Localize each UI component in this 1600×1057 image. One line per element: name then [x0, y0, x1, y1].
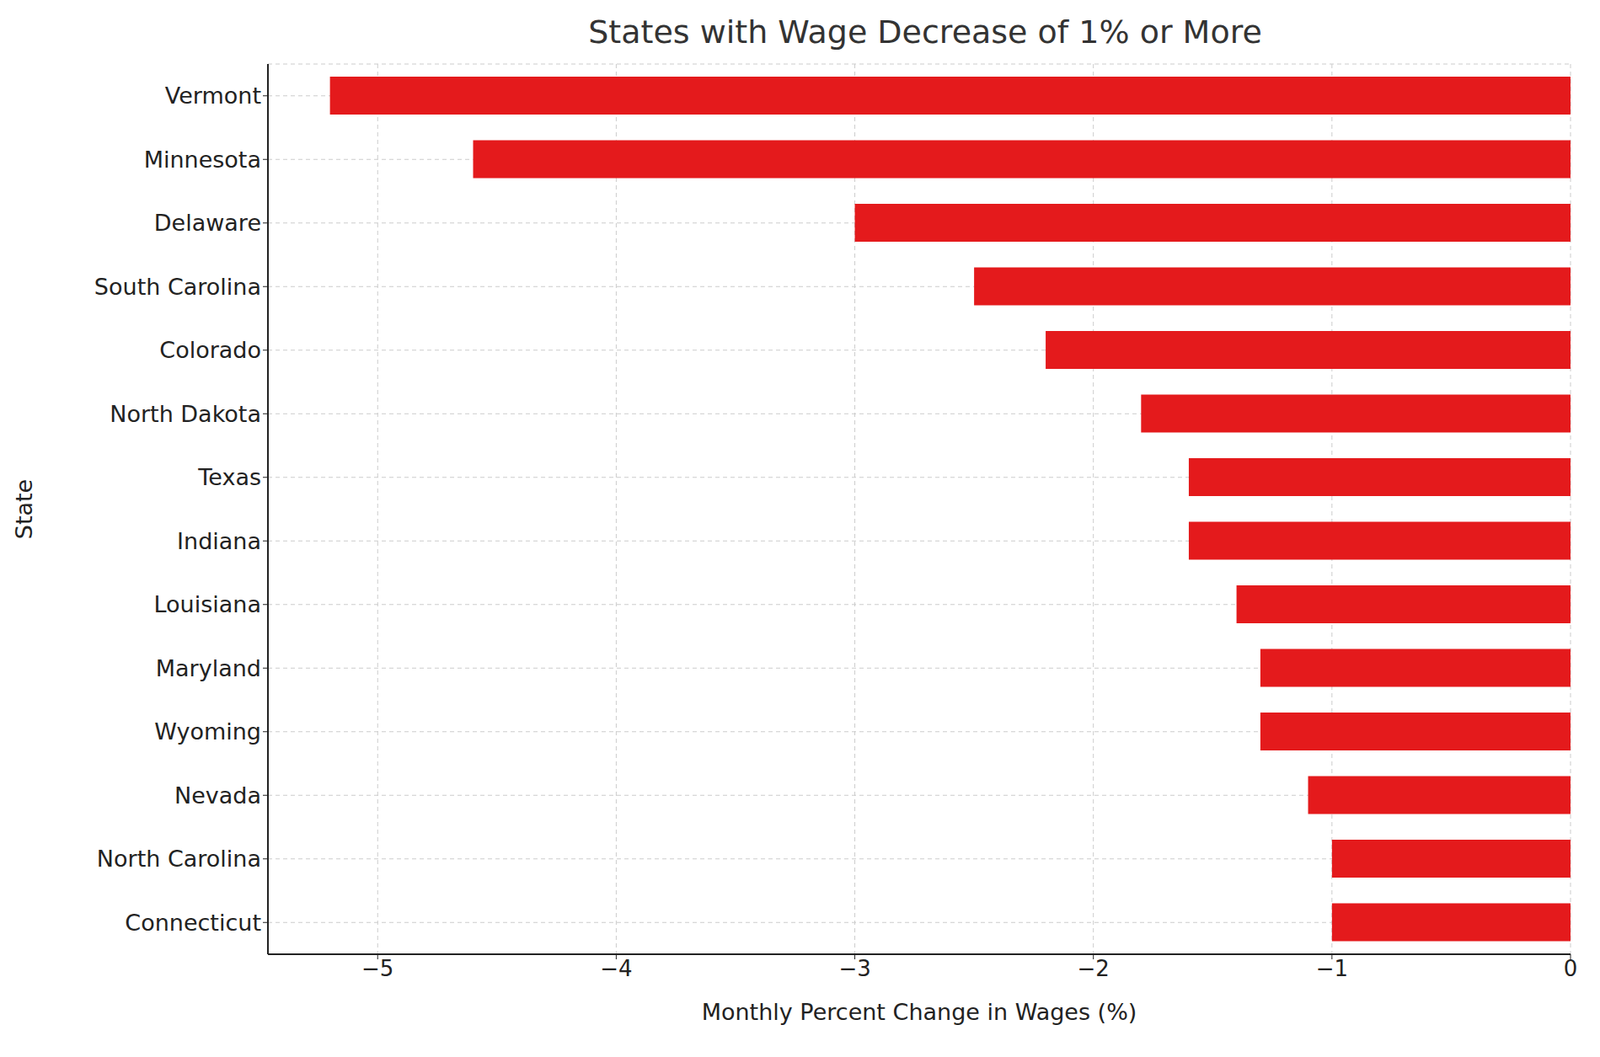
svg-text:Vermont: Vermont	[165, 82, 262, 109]
svg-text:Colorado: Colorado	[159, 337, 262, 364]
svg-text:Maryland: Maryland	[155, 655, 262, 682]
svg-text:−1: −1	[1316, 956, 1349, 982]
svg-text:−3: −3	[838, 956, 871, 982]
svg-text:Texas: Texas	[197, 464, 262, 491]
svg-text:Minnesota: Minnesota	[144, 146, 262, 173]
svg-text:0: 0	[1563, 956, 1579, 982]
svg-text:Nevada: Nevada	[174, 782, 262, 809]
svg-text:Indiana: Indiana	[176, 528, 262, 555]
svg-text:North Dakota: North Dakota	[109, 401, 262, 428]
svg-text:Delaware: Delaware	[154, 209, 262, 236]
svg-text:Connecticut: Connecticut	[124, 909, 262, 937]
svg-text:−5: −5	[361, 956, 394, 982]
svg-text:State: State	[10, 479, 38, 540]
svg-text:Louisiana: Louisiana	[154, 591, 262, 618]
svg-text:Monthly Percent Change in Wage: Monthly Percent Change in Wages (%)	[701, 999, 1138, 1026]
svg-text:Wyoming: Wyoming	[154, 718, 262, 745]
svg-text:North Carolina: North Carolina	[96, 845, 262, 873]
svg-text:−4: −4	[599, 956, 632, 982]
svg-text:South Carolina: South Carolina	[94, 273, 262, 300]
html-text:States with Wage Decrease of 1: States with Wage Decrease of 1% or More	[588, 13, 1262, 51]
svg-text:−2: −2	[1077, 956, 1110, 982]
